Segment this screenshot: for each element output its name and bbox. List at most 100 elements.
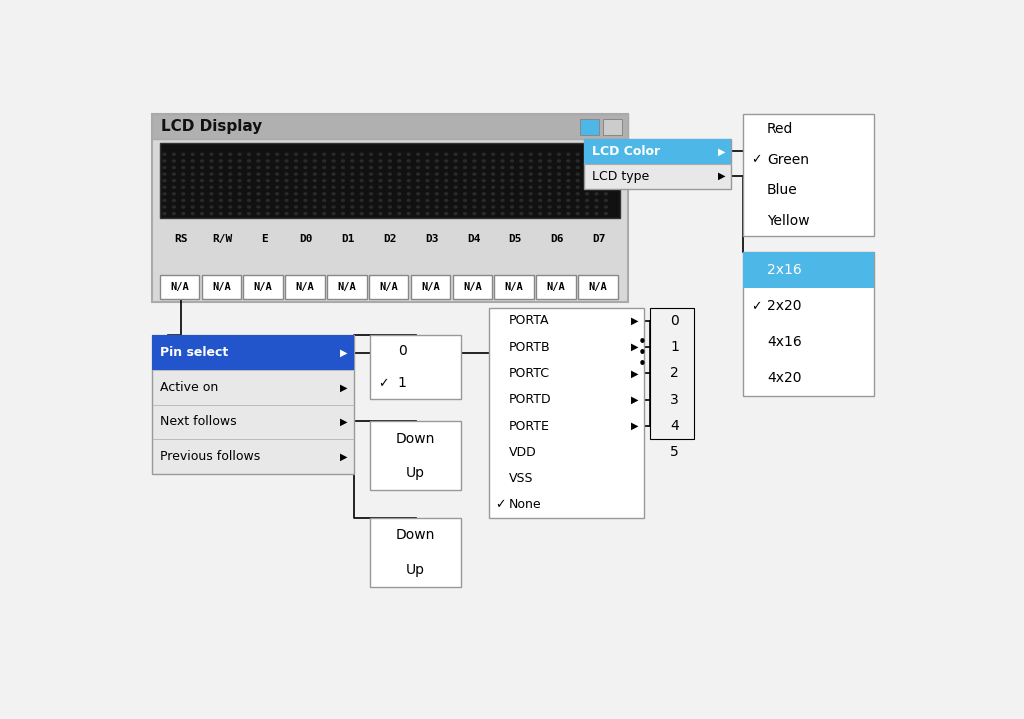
Text: D3: D3 [425,234,438,244]
Circle shape [275,186,279,188]
Circle shape [172,199,175,201]
Text: 1: 1 [670,340,679,354]
Circle shape [567,180,569,182]
Circle shape [275,153,279,155]
Bar [411,275,451,299]
Circle shape [548,193,551,195]
Circle shape [548,199,551,201]
Circle shape [304,213,307,214]
Circle shape [323,206,326,208]
Circle shape [444,193,447,195]
Circle shape [210,180,213,182]
Text: 2x20: 2x20 [767,299,802,313]
Circle shape [408,213,410,214]
Circle shape [539,167,542,168]
Circle shape [435,186,438,188]
Circle shape [388,199,391,201]
Circle shape [501,173,504,175]
Bar [160,275,200,299]
Circle shape [417,173,420,175]
Circle shape [379,173,382,175]
Text: ✓: ✓ [378,377,388,390]
Circle shape [482,213,485,214]
Circle shape [182,160,184,162]
Circle shape [577,160,580,162]
Text: N/A: N/A [212,282,230,292]
Circle shape [492,160,495,162]
Circle shape [239,167,241,168]
Circle shape [455,173,457,175]
Circle shape [342,160,344,162]
Circle shape [520,186,523,188]
Circle shape [426,213,429,214]
Text: PORTC: PORTC [509,367,550,380]
Circle shape [201,160,204,162]
Circle shape [379,206,382,208]
Circle shape [201,199,204,201]
Circle shape [473,153,476,155]
Circle shape [529,199,532,201]
Circle shape [323,180,326,182]
Circle shape [219,160,222,162]
Circle shape [398,160,400,162]
Circle shape [444,213,447,214]
Bar [202,275,241,299]
Circle shape [248,173,251,175]
Circle shape [435,167,438,168]
Circle shape [473,213,476,214]
Circle shape [163,199,166,201]
Circle shape [604,199,607,201]
Circle shape [577,193,580,195]
Circle shape [172,173,175,175]
Circle shape [295,173,297,175]
Circle shape [342,193,344,195]
Circle shape [595,180,598,182]
Circle shape [182,193,184,195]
Circle shape [520,206,523,208]
Text: Previous follows: Previous follows [160,450,260,463]
Circle shape [604,160,607,162]
Circle shape [595,206,598,208]
Circle shape [210,173,213,175]
Circle shape [323,186,326,188]
Text: VDD: VDD [509,446,537,459]
Circle shape [567,213,569,214]
Circle shape [435,193,438,195]
Circle shape [529,153,532,155]
Circle shape [248,180,251,182]
Circle shape [417,167,420,168]
Circle shape [482,160,485,162]
Circle shape [172,167,175,168]
Circle shape [248,193,251,195]
Text: PORTD: PORTD [509,393,552,406]
Circle shape [426,199,429,201]
Circle shape [210,199,213,201]
Circle shape [266,173,269,175]
Circle shape [163,193,166,195]
Text: Yellow: Yellow [767,214,810,227]
Circle shape [172,206,175,208]
Circle shape [473,173,476,175]
Circle shape [285,160,288,162]
Text: 1: 1 [397,376,407,390]
Circle shape [567,167,569,168]
Text: D1: D1 [341,234,354,244]
Circle shape [239,186,241,188]
Circle shape [191,160,195,162]
Text: N/A: N/A [254,282,272,292]
Circle shape [210,160,213,162]
Circle shape [482,153,485,155]
Circle shape [201,180,204,182]
Circle shape [595,153,598,155]
Circle shape [464,173,467,175]
Circle shape [332,186,335,188]
Text: D6: D6 [551,234,564,244]
Circle shape [351,173,353,175]
Circle shape [548,186,551,188]
Circle shape [191,173,195,175]
Circle shape [295,186,297,188]
Bar [743,252,874,396]
Circle shape [201,153,204,155]
Circle shape [586,173,589,175]
Circle shape [426,160,429,162]
